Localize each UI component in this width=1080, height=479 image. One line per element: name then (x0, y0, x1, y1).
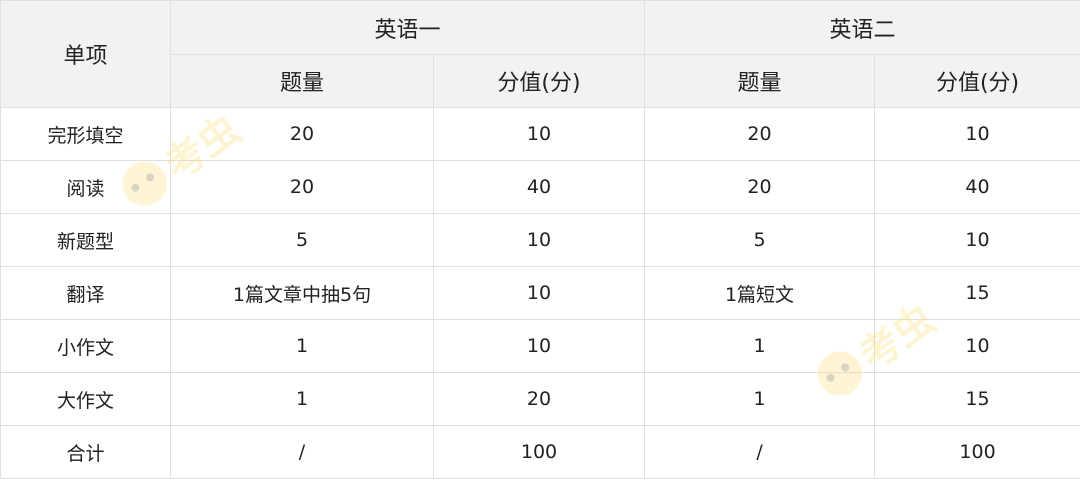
cell-english1-score: 10 (432, 107, 646, 161)
cell-english2-score: 15 (874, 372, 1080, 426)
cell-english1-score: 10 (432, 319, 646, 373)
cell-item: 大作文 (0, 372, 171, 426)
table-row: 新题型 5 10 5 10 (0, 213, 1080, 267)
cell-english2-count: 5 (644, 213, 876, 267)
table-row: 阅读 20 40 20 40 (0, 160, 1080, 214)
cell-item: 完形填空 (0, 107, 171, 161)
cell-english2-count: 1 (644, 372, 876, 426)
cell-english1-count: 5 (170, 213, 434, 267)
cell-english1-count: 20 (170, 160, 434, 214)
cell-english2-score: 10 (874, 107, 1080, 161)
header-english-2: 英语二 (644, 0, 1080, 55)
cell-english1-count: / (170, 425, 434, 479)
cell-english2-score: 10 (874, 319, 1080, 373)
cell-english2-count: 1 (644, 319, 876, 373)
cell-english1-score: 100 (432, 425, 646, 479)
cell-item: 翻译 (0, 266, 171, 320)
cell-english1-count: 1 (170, 319, 434, 373)
cell-english1-score: 10 (432, 213, 646, 267)
subheader-score: 分值(分) (432, 54, 646, 108)
table-row: 翻译 1篇文章中抽5句 10 1篇短文 15 (0, 266, 1080, 320)
cell-english1-count: 1 (170, 372, 434, 426)
cell-english2-count: / (644, 425, 876, 479)
cell-english2-count: 20 (644, 160, 876, 214)
table-row: 完形填空 20 10 20 10 (0, 107, 1080, 161)
cell-english1-score: 40 (432, 160, 646, 214)
cell-english2-score: 10 (874, 213, 1080, 267)
cell-english1-count: 1篇文章中抽5句 (170, 266, 434, 320)
cell-english2-score: 40 (874, 160, 1080, 214)
table-row: 大作文 1 20 1 15 (0, 372, 1080, 426)
cell-english2-score: 100 (874, 425, 1080, 479)
header-english-1: 英语一 (169, 0, 646, 55)
cell-item: 阅读 (0, 160, 171, 214)
subheader-count: 题量 (170, 54, 434, 108)
cell-english1-score: 10 (432, 266, 646, 320)
cell-item: 合计 (0, 425, 171, 479)
subheader-score: 分值(分) (874, 54, 1080, 108)
header-item: 单项 (0, 0, 171, 108)
cell-item: 新题型 (0, 213, 171, 267)
subheader-count: 题量 (644, 54, 876, 108)
table-row: 小作文 1 10 1 10 (0, 319, 1080, 373)
table-row: 合计/100/100 (0, 425, 1080, 479)
cell-english2-count: 1篇短文 (644, 266, 876, 320)
cell-english1-count: 20 (170, 107, 434, 161)
cell-item: 小作文 (0, 319, 171, 373)
cell-english1-score: 20 (432, 372, 646, 426)
cell-english2-count: 20 (644, 107, 876, 161)
cell-english2-score: 15 (874, 266, 1080, 320)
